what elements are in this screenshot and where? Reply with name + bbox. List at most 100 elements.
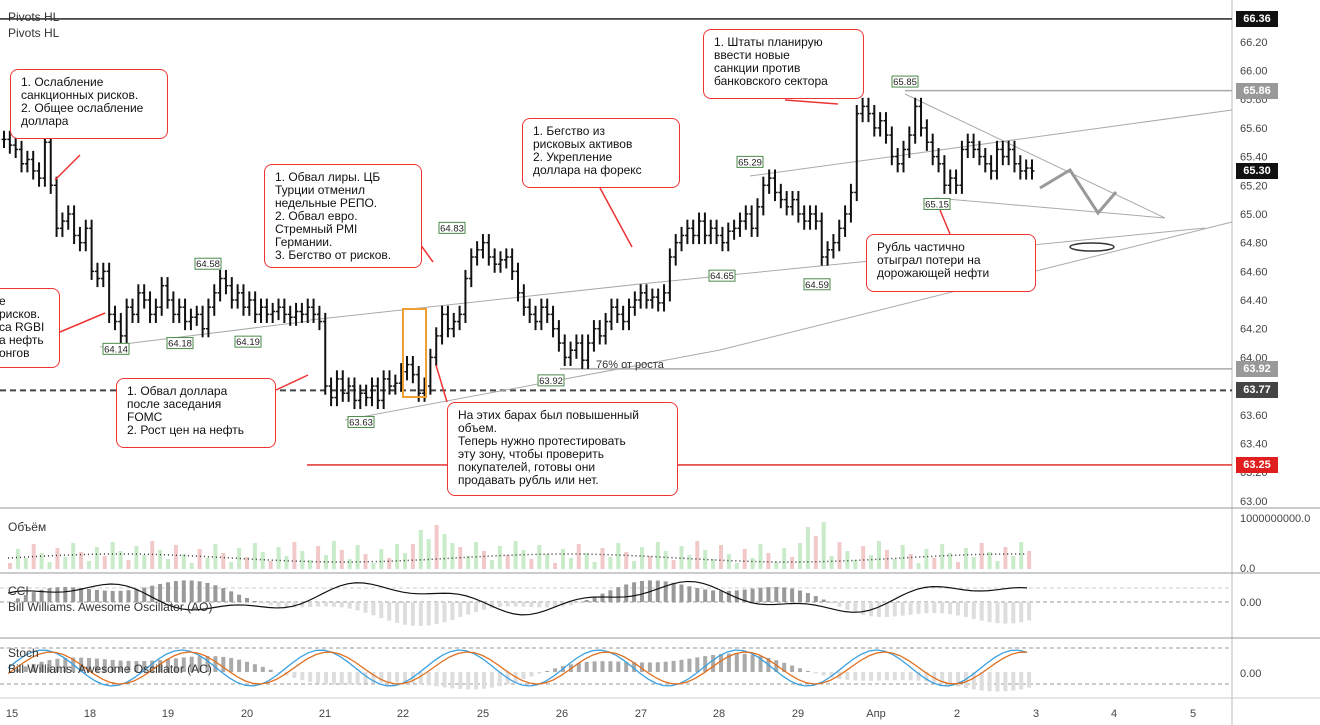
ac-bar bbox=[245, 661, 249, 672]
ac-bar bbox=[805, 670, 810, 672]
ao-bar bbox=[355, 602, 360, 611]
ac-bar bbox=[529, 672, 534, 677]
ao-bar bbox=[300, 602, 305, 608]
cci-line bbox=[7, 580, 1028, 616]
ao-bar bbox=[805, 593, 810, 602]
ac-bar bbox=[845, 672, 850, 680]
ao-bar bbox=[15, 598, 20, 602]
volume-bar bbox=[403, 553, 407, 569]
note-sanctions-weakening: 1. Ослабление санкционных рисков. 2. Общ… bbox=[10, 69, 168, 139]
volume-bar bbox=[592, 562, 597, 569]
volume-bar bbox=[845, 551, 850, 569]
volume-bar bbox=[15, 549, 20, 569]
volume-bar bbox=[173, 545, 178, 569]
x-tick-label: 22 bbox=[397, 708, 409, 720]
volume-bar bbox=[908, 554, 913, 569]
volume-bar bbox=[229, 562, 234, 569]
ac-bar bbox=[434, 672, 439, 687]
ao-bar bbox=[1027, 602, 1032, 621]
volume-bar bbox=[197, 549, 202, 569]
ac-bar bbox=[158, 659, 163, 672]
ac-bar bbox=[892, 672, 897, 681]
volume-bar bbox=[703, 550, 708, 569]
volume-bar bbox=[805, 527, 810, 569]
y-tick-label: 64.80 bbox=[1240, 238, 1268, 250]
volume-bar bbox=[474, 542, 479, 569]
ac-bar bbox=[118, 660, 123, 672]
ao-bar bbox=[758, 587, 763, 602]
x-tick-label: 25 bbox=[477, 708, 489, 720]
ao-bar bbox=[426, 602, 431, 626]
price-axis-tag: 63.92 bbox=[1236, 360, 1278, 377]
target-ellipse bbox=[1069, 242, 1115, 252]
volume-bar bbox=[766, 553, 771, 569]
price-axis-tag: 63.25 bbox=[1236, 456, 1278, 473]
ao-bar bbox=[1003, 602, 1008, 624]
volume-bar bbox=[695, 541, 700, 569]
volume-bar bbox=[719, 545, 723, 569]
y-tick-label: 65.60 bbox=[1240, 123, 1268, 135]
ao-bar bbox=[47, 588, 52, 602]
volume-bar bbox=[442, 534, 447, 569]
volume-bar bbox=[126, 560, 131, 569]
ac-bar bbox=[576, 662, 581, 672]
ao-bar bbox=[339, 602, 344, 608]
volume-bar bbox=[31, 544, 36, 569]
ao-bar bbox=[624, 584, 629, 602]
ao-bar bbox=[324, 602, 328, 607]
ac-bar bbox=[584, 661, 589, 672]
price-axis-tag: 63.77 bbox=[1236, 382, 1278, 399]
note-connector bbox=[599, 187, 633, 248]
ac-bar bbox=[877, 672, 881, 681]
y-tick-label: 63.00 bbox=[1240, 496, 1268, 508]
ao-bar bbox=[458, 602, 463, 618]
ao-bar bbox=[229, 591, 234, 602]
ao-bar bbox=[292, 602, 297, 608]
volume-bar bbox=[529, 559, 534, 569]
pivot-label: 64.83 bbox=[440, 223, 464, 234]
volume-bar bbox=[371, 563, 376, 569]
pivot-box bbox=[347, 415, 375, 428]
volume-axis-label: 1000000000.0 bbox=[1240, 513, 1310, 525]
volume-bar bbox=[1027, 551, 1032, 569]
volume-bar bbox=[505, 555, 510, 569]
ao-bar bbox=[995, 602, 1000, 624]
ac-bar bbox=[189, 656, 194, 672]
volume-bar bbox=[687, 555, 692, 569]
ao-bar bbox=[513, 602, 518, 607]
ao-bar bbox=[23, 595, 28, 602]
x-tick-label: 21 bbox=[319, 708, 331, 720]
ao-bar bbox=[158, 583, 163, 602]
ao-bar bbox=[39, 589, 44, 602]
cci-axis-label: 0.00 bbox=[1240, 597, 1261, 609]
x-tick-label: 15 bbox=[6, 708, 18, 720]
ac-bar bbox=[774, 660, 779, 672]
ao-bar bbox=[79, 588, 84, 602]
high-volume-box bbox=[402, 308, 427, 398]
ac-bar bbox=[734, 653, 739, 672]
ao-bar bbox=[371, 602, 376, 616]
ao-bar bbox=[900, 602, 905, 616]
ao-bar bbox=[1011, 602, 1016, 624]
ac-bar bbox=[995, 672, 1000, 692]
ao-bar bbox=[482, 602, 486, 610]
ao-bar bbox=[189, 580, 194, 602]
ao-bar bbox=[260, 602, 265, 604]
volume-bar bbox=[300, 551, 305, 569]
ac-bar bbox=[347, 672, 352, 685]
ao-bar bbox=[403, 602, 407, 625]
ao-bar bbox=[956, 602, 960, 616]
ao-bar bbox=[877, 602, 881, 617]
ao-bar bbox=[316, 602, 321, 607]
ac-bar bbox=[971, 672, 976, 690]
ac-bar bbox=[758, 656, 763, 672]
ac-bar bbox=[442, 672, 447, 688]
ac-bar bbox=[742, 653, 747, 672]
ao-bar bbox=[584, 600, 589, 602]
ao-bar bbox=[711, 590, 716, 602]
x-tick-label: 5 bbox=[1190, 708, 1196, 720]
ao-bar bbox=[884, 602, 889, 617]
volume-bar bbox=[39, 553, 44, 569]
pivot-label: 64.58 bbox=[196, 259, 220, 270]
ao-bar bbox=[245, 598, 249, 602]
